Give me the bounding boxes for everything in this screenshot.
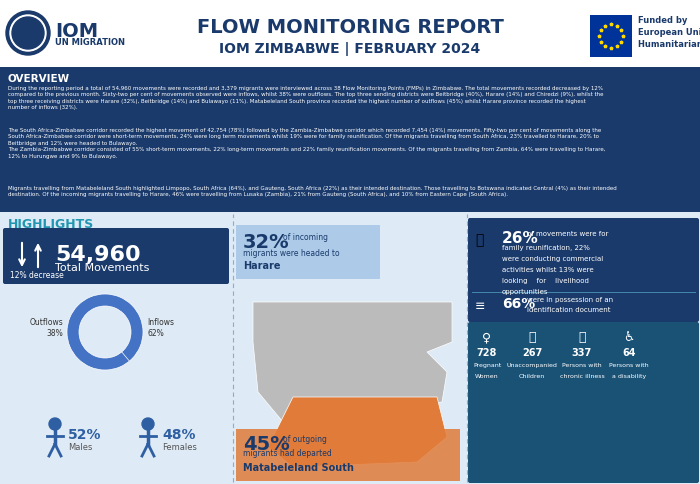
Text: ≡: ≡ [475, 300, 486, 312]
Text: Outflows
38%: Outflows 38% [29, 318, 63, 337]
Text: Women: Women [475, 373, 499, 378]
Text: OVERVIEW: OVERVIEW [8, 74, 70, 84]
Text: looking    for    livelihood: looking for livelihood [502, 277, 589, 284]
Circle shape [6, 12, 50, 56]
Text: Inflows
62%: Inflows 62% [147, 318, 174, 337]
Circle shape [10, 16, 46, 52]
Text: Persons with: Persons with [562, 362, 602, 367]
Text: 337: 337 [572, 348, 592, 357]
Wedge shape [122, 352, 130, 362]
Text: The South Africa-Zimbabwe corridor recorded the highest movement of 42,754 (78%): The South Africa-Zimbabwe corridor recor… [8, 128, 606, 158]
Text: Harare: Harare [243, 260, 281, 271]
FancyBboxPatch shape [0, 68, 700, 212]
FancyBboxPatch shape [0, 212, 700, 484]
Text: Migrants travelling from Matabeleland South highlighted Limpopo, South Africa (6: Migrants travelling from Matabeleland So… [8, 186, 617, 197]
Text: UN MIGRATION: UN MIGRATION [55, 38, 125, 47]
Text: ♿: ♿ [624, 330, 635, 343]
Circle shape [49, 418, 61, 430]
Text: During the reporting period a total of 54,960 movements were recorded and 3,379 : During the reporting period a total of 5… [8, 86, 603, 110]
Text: 👶: 👶 [528, 330, 536, 343]
Text: FLOW MONITORING REPORT: FLOW MONITORING REPORT [197, 18, 503, 37]
FancyBboxPatch shape [590, 16, 632, 58]
Text: 👥: 👥 [475, 232, 484, 246]
Text: of movements were for: of movements were for [527, 230, 608, 237]
Text: of incoming: of incoming [283, 232, 328, 242]
Text: Males: Males [68, 442, 92, 452]
Text: 26%: 26% [502, 230, 539, 245]
Text: Unaccompanied: Unaccompanied [507, 362, 557, 367]
Text: 728: 728 [477, 348, 497, 357]
Text: a disability: a disability [612, 373, 646, 378]
Text: IOM: IOM [55, 22, 98, 41]
Text: were in possession of an: were in possession of an [527, 296, 613, 302]
Text: 66%: 66% [502, 296, 536, 310]
Polygon shape [243, 292, 457, 479]
Text: HIGHLIGHTS: HIGHLIGHTS [8, 217, 95, 230]
Text: identification document: identification document [527, 306, 610, 312]
Text: migrants were headed to: migrants were headed to [243, 248, 340, 257]
Text: 52%: 52% [68, 427, 102, 441]
Text: IOM ZIMBABWE | FEBRUARY 2024: IOM ZIMBABWE | FEBRUARY 2024 [219, 42, 481, 56]
Circle shape [12, 18, 44, 50]
Text: of outgoing: of outgoing [283, 434, 327, 443]
Text: Pregnant: Pregnant [473, 362, 501, 367]
Circle shape [142, 418, 154, 430]
FancyBboxPatch shape [3, 228, 229, 285]
Text: ♀: ♀ [482, 330, 491, 343]
Text: family reunification, 22%: family reunification, 22% [502, 244, 590, 251]
Text: opportunities: opportunities [502, 288, 549, 294]
FancyBboxPatch shape [236, 226, 380, 279]
Text: chronic illness: chronic illness [559, 373, 604, 378]
Text: migrants had departed: migrants had departed [243, 448, 332, 457]
Text: Females: Females [162, 442, 197, 452]
Wedge shape [67, 294, 143, 370]
Text: Matabeleland South: Matabeleland South [243, 462, 354, 472]
Text: Persons with: Persons with [609, 362, 649, 367]
Text: 12% decrease: 12% decrease [10, 271, 64, 279]
Text: 48%: 48% [162, 427, 195, 441]
FancyBboxPatch shape [468, 322, 699, 483]
Text: 32%: 32% [243, 232, 290, 252]
Text: 64: 64 [622, 348, 636, 357]
Polygon shape [268, 397, 447, 467]
Text: 45%: 45% [243, 434, 290, 453]
Text: Total Movements: Total Movements [55, 262, 149, 272]
Text: 🏥: 🏥 [578, 330, 586, 343]
FancyBboxPatch shape [0, 0, 700, 68]
Polygon shape [253, 302, 452, 422]
Text: were conducting commercial: were conducting commercial [502, 256, 603, 261]
Text: 54,960: 54,960 [55, 244, 141, 264]
FancyBboxPatch shape [468, 219, 699, 322]
Text: 267: 267 [522, 348, 542, 357]
Text: activities whilst 13% were: activities whilst 13% were [502, 267, 594, 272]
Text: Children: Children [519, 373, 545, 378]
Text: Funded by
European Union
Humanitarian Aid: Funded by European Union Humanitarian Ai… [638, 16, 700, 48]
FancyBboxPatch shape [236, 429, 460, 481]
